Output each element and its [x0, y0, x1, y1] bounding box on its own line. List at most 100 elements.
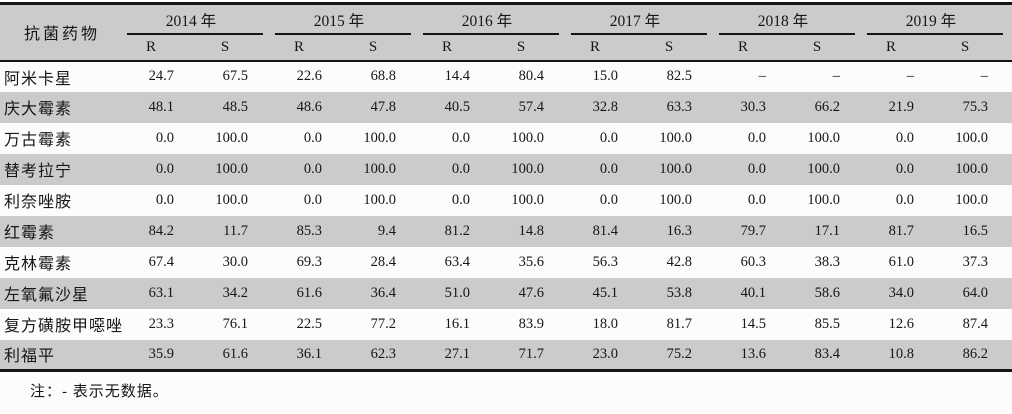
cell-value: 37.3	[962, 253, 988, 270]
cell-value: 16.3	[666, 222, 692, 239]
cell-value: 86.2	[962, 345, 988, 362]
cell-value: 81.2	[444, 222, 470, 239]
cell-value: 12.6	[888, 315, 914, 332]
cell-value: 34.2	[222, 284, 248, 301]
cell-value: 51.0	[444, 284, 470, 301]
cell-value: 81.7	[888, 222, 914, 239]
cell-value: 60.3	[740, 253, 766, 270]
cell-value: 0.0	[451, 160, 470, 177]
drug-name: 左氧氟沙星	[4, 287, 90, 304]
cell-value: 47.6	[518, 284, 544, 301]
cell-value: 80.4	[518, 68, 544, 84]
cell-value: 28.4	[370, 253, 396, 270]
cell-value: 100.0	[215, 129, 248, 146]
cell-value: 0.0	[895, 129, 914, 146]
cell-value: 100.0	[511, 160, 544, 177]
antimicrobial-resistance-table: 抗菌药物 2014 年 2015 年 2016 年 2017 年 2018 年 …	[0, 2, 1012, 372]
cell-value: 68.8	[370, 68, 396, 84]
s-subheader: S	[938, 34, 1012, 62]
cell-value: 48.6	[296, 98, 322, 115]
cell-value: 62.3	[370, 345, 396, 362]
cell-value: 0.0	[155, 191, 174, 208]
cell-value: 30.3	[740, 98, 766, 115]
r-subheader: R	[568, 34, 642, 62]
cell-value: 100.0	[215, 191, 248, 208]
cell-value: 66.2	[814, 98, 840, 115]
cell-value: 13.6	[740, 345, 766, 362]
year-header-2014: 2014 年	[124, 3, 272, 35]
cell-value: 0.0	[599, 160, 618, 177]
table-row: 左氧氟沙星 63.1 34.2 61.6 36.4 51.0 47.6 45.1…	[0, 277, 1012, 309]
s-subheader: S	[346, 34, 420, 62]
cell-value: 82.5	[666, 68, 692, 84]
cell-value: 0.0	[895, 160, 914, 177]
cell-value: 30.0	[222, 253, 248, 270]
cell-value: 23.3	[148, 315, 174, 332]
cell-value: 0.0	[747, 160, 766, 177]
cell-value: 83.4	[814, 345, 840, 362]
cell-value: 100.0	[807, 160, 840, 177]
cell-value: 15.0	[592, 68, 618, 84]
cell-value: 10.8	[888, 345, 914, 362]
cell-value: 100.0	[955, 160, 988, 177]
cell-value: 27.1	[444, 345, 470, 362]
cell-value: 75.3	[962, 98, 988, 115]
year-header-2018: 2018 年	[716, 3, 864, 35]
cell-value: 100.0	[807, 191, 840, 208]
table-row: 庆大霉素 48.1 48.5 48.6 47.8 40.5 57.4 32.8 …	[0, 91, 1012, 123]
table-row: 万古霉素 0.0 100.0 0.0 100.0 0.0 100.0 0.0 1…	[0, 123, 1012, 154]
cell-value: 36.1	[296, 345, 322, 362]
cell-value: 40.1	[740, 284, 766, 301]
s-subheader: S	[494, 34, 568, 62]
drug-name: 红霉素	[4, 225, 56, 242]
cell-value: 71.7	[518, 345, 544, 362]
cell-value: –	[980, 68, 988, 84]
table-body: 阿米卡星 24.7 67.5 22.6 68.8 14.4 80.4 15.0 …	[0, 61, 1012, 371]
drug-name: 利福平	[4, 348, 56, 366]
table-row: 利福平 35.9 61.6 36.1 62.3 27.1 71.7 23.0 7…	[0, 339, 1012, 371]
year-header-2017: 2017 年	[568, 3, 716, 35]
cell-value: 84.2	[148, 222, 174, 239]
cell-value: 100.0	[807, 129, 840, 146]
cell-value: 83.9	[518, 315, 544, 332]
cell-value: 0.0	[747, 191, 766, 208]
table-row: 阿米卡星 24.7 67.5 22.6 68.8 14.4 80.4 15.0 …	[0, 61, 1012, 92]
cell-value: –	[758, 68, 766, 84]
cell-value: 36.4	[370, 284, 396, 301]
cell-value: –	[832, 68, 840, 84]
cell-value: 79.7	[740, 222, 766, 239]
drug-name: 阿米卡星	[4, 70, 73, 88]
column-header-drug: 抗菌药物	[0, 3, 124, 62]
cell-value: 16.1	[444, 315, 470, 332]
table-row: 替考拉宁 0.0 100.0 0.0 100.0 0.0 100.0 0.0 1…	[0, 153, 1012, 185]
table-header: 抗菌药物 2014 年 2015 年 2016 年 2017 年 2018 年 …	[0, 3, 1012, 62]
cell-value: 23.0	[592, 345, 618, 362]
cell-value: 67.4	[148, 253, 174, 270]
cell-value: 14.8	[518, 222, 544, 239]
r-subheader: R	[272, 34, 346, 62]
cell-value: 0.0	[303, 129, 322, 146]
cell-value: 57.4	[518, 98, 544, 115]
cell-value: 100.0	[215, 160, 248, 177]
cell-value: 34.0	[888, 284, 914, 301]
cell-value: 75.2	[666, 345, 692, 362]
cell-value: 14.4	[444, 68, 470, 84]
cell-value: 14.5	[740, 315, 766, 332]
cell-value: 0.0	[599, 191, 618, 208]
cell-value: 100.0	[363, 160, 396, 177]
table-row: 利奈唑胺 0.0 100.0 0.0 100.0 0.0 100.0 0.0 1…	[0, 185, 1012, 216]
cell-value: 61.6	[296, 284, 322, 301]
drug-name: 克林霉素	[4, 256, 73, 273]
cell-value: 0.0	[155, 129, 174, 146]
cell-value: 47.8	[370, 98, 396, 115]
cell-value: 63.3	[666, 98, 692, 115]
cell-value: 0.0	[747, 129, 766, 146]
cell-value: 85.5	[814, 315, 840, 332]
cell-value: 100.0	[659, 160, 692, 177]
table-row: 复方磺胺甲噁唑 23.3 76.1 22.5 77.2 16.1 83.9 18…	[0, 309, 1012, 340]
cell-value: 0.0	[155, 160, 174, 177]
cell-value: 81.4	[592, 222, 618, 239]
cell-value: 38.3	[814, 253, 840, 270]
cell-value: 100.0	[659, 129, 692, 146]
cell-value: 69.3	[296, 253, 322, 270]
